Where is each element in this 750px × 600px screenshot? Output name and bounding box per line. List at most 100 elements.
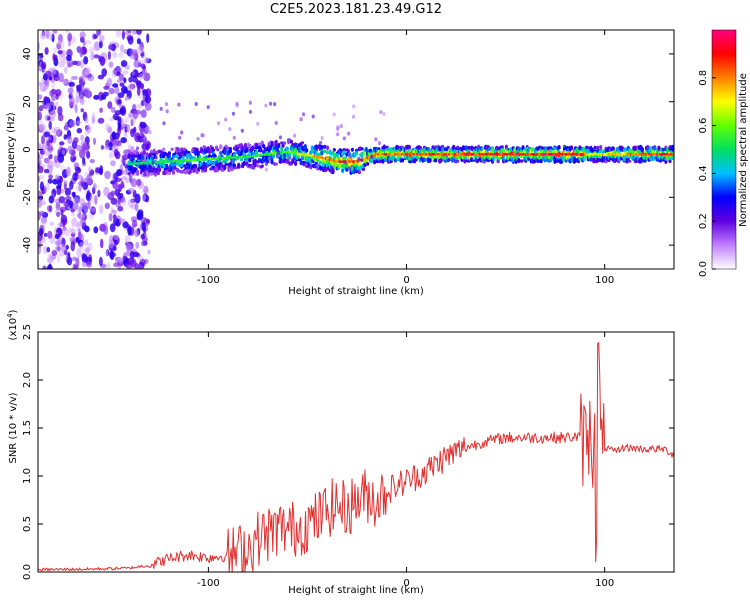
spectrogram-cell [342, 136, 346, 141]
spectrogram-cell [94, 195, 98, 205]
spectrogram-cell [72, 263, 77, 269]
spectrogram-cell [176, 167, 180, 173]
spectrogram-x-axis-label: Height of straight line (km) [288, 286, 424, 297]
spectrogram-cell [664, 157, 668, 161]
spectrogram-cell [293, 133, 297, 138]
spectrogram-cell [128, 165, 133, 171]
spectrogram-cell [108, 212, 113, 222]
spectrogram-cell [114, 188, 121, 197]
spectrogram-cell [613, 158, 617, 164]
spectrogram-cell [57, 50, 63, 55]
spectrogram-cell [135, 241, 140, 249]
spectrogram-cell [52, 53, 56, 62]
spectrogram-cell [109, 223, 116, 233]
spectrogram-cell [133, 126, 137, 134]
spectrogram-cell [86, 150, 91, 159]
spectrogram-cell [72, 60, 78, 66]
spectrogram-cell [237, 164, 241, 169]
spectrogram-cell [527, 157, 531, 161]
spectrogram-cell [185, 153, 189, 159]
spectrogram-cell [132, 77, 138, 83]
spectrogram-cell [93, 226, 99, 234]
spectrogram-cell [39, 200, 46, 206]
spectrogram-cell [91, 207, 96, 213]
spectrogram-cell [41, 236, 46, 244]
snr-y-axis-label: SNR (10 * v/v) [8, 392, 19, 463]
spectrogram-cell [48, 160, 55, 169]
spectrogram-cell [76, 127, 83, 134]
spectrogram-cell [239, 151, 244, 156]
spectrogram-cell [141, 240, 148, 247]
spectrogram-cell [136, 45, 144, 55]
spectrogram-cell [323, 144, 327, 149]
spectrogram-cell [76, 174, 84, 180]
spectrogram-cell [86, 124, 91, 134]
spectrogram-cell [134, 202, 139, 212]
spectrogram-cell [112, 172, 117, 180]
spectrogram-cell [91, 112, 96, 119]
spectrogram-cell [143, 185, 149, 194]
spectrogram-panel: -100 0 100 40 20 0 -20 -40 Height of straight … [6, 29, 675, 297]
spectrogram-cell [65, 30, 69, 34]
spectrogram-cell [78, 93, 85, 103]
spectrogram-cell [400, 158, 404, 163]
spectrogram-cell [70, 244, 75, 250]
spectrogram-cell [248, 100, 252, 105]
spectrogram-cell [318, 160, 323, 165]
spectrogram-cell [109, 151, 114, 159]
spectrogram-cell [81, 261, 87, 268]
spectrogram-cell [80, 108, 84, 113]
spectrogram-cell [163, 152, 167, 155]
spectrogram-cell [101, 68, 107, 77]
spectrogram-cell [350, 147, 354, 152]
spectrogram-cell [55, 101, 59, 107]
spectrogram-cell [57, 113, 64, 122]
spectrogram-cell [76, 220, 83, 227]
spectrogram-cell [43, 232, 48, 237]
spectrogram-cell [64, 187, 71, 196]
spectrogram-cell [123, 77, 127, 84]
spectrogram-cell [127, 144, 132, 150]
colorbar-tick-label: 0.4 [698, 165, 709, 181]
spectrogram-cell [441, 146, 445, 151]
spectrogram-cell [102, 91, 109, 97]
spectrogram-cell [62, 179, 69, 184]
spectrogram-cell [118, 52, 124, 59]
spectrogram-cell [121, 30, 125, 40]
spectrogram-cell [452, 145, 456, 150]
spectrogram-cell [117, 99, 122, 105]
spectrogram-cell [167, 151, 171, 156]
spectrogram-marks [38, 30, 674, 269]
spectrogram-cell [173, 161, 177, 165]
spectrogram-cell [446, 145, 450, 150]
spectrogram-cell [133, 159, 137, 163]
spectrogram-cell [49, 109, 57, 119]
spectrogram-cell [248, 109, 253, 114]
snr-y-tick-label: 0.0 [22, 564, 33, 580]
spectrogram-cell [296, 155, 300, 159]
spectrogram-cell [424, 158, 428, 162]
spectrogram-cell [348, 154, 352, 159]
spectrogram-cell [130, 146, 135, 151]
colorbar-tick-label: 0.8 [698, 70, 709, 86]
spectrogram-cell [126, 242, 134, 251]
snr-panel: -100 0 100 0.0 0.5 1.0 1.5 2.0 2.5 Height of st… [6, 309, 675, 596]
spectrogram-cell [313, 165, 317, 169]
spectrogram-cell [38, 81, 42, 87]
spectrogram-cell [553, 146, 557, 150]
spectrogram-cell [170, 162, 174, 167]
spectrogram-cell [301, 112, 306, 117]
spectrogram-cell [106, 77, 113, 87]
spectrogram-cell [72, 256, 77, 261]
spectrogram-cell [226, 146, 230, 150]
spectrogram-cell [135, 169, 140, 174]
spectrogram-cell [61, 149, 66, 155]
spectrogram-cell [123, 149, 131, 156]
spectrogram-cell [178, 151, 183, 156]
spectrogram-cell [136, 38, 141, 45]
spectrogram-cell [339, 148, 343, 152]
spectrogram-cell [86, 175, 93, 185]
spectrogram-cell [360, 158, 364, 163]
spectrogram-cell [63, 180, 67, 191]
spectrogram-cell [520, 159, 524, 163]
